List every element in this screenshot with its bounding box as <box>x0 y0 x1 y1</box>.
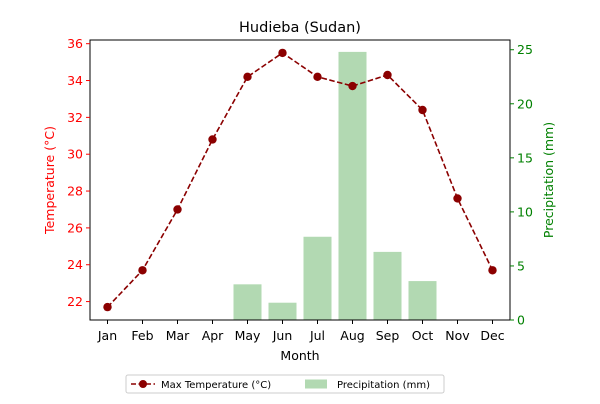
x-tick-label-sep: Sep <box>376 328 400 343</box>
right-tick-label-5: 5 <box>517 258 525 273</box>
temperature-series-line <box>106 51 494 308</box>
temperature-point-aug <box>348 81 357 91</box>
left-axis: 22 24 26 28 30 32 34 36 <box>67 36 91 320</box>
left-tick-label-34: 34 <box>67 73 83 88</box>
x-axis: Jan Feb Mar Apr May Jun Jul Aug Sep Oct Nov Dec <box>97 320 505 343</box>
left-tick-label-36: 36 <box>67 36 83 51</box>
x-tick-label-jul: Jul <box>309 328 325 343</box>
precipitation-bar-may <box>233 284 262 320</box>
legend-precipitation-swatch <box>305 379 327 389</box>
right-axis-label: Precipitation (mm) <box>541 122 556 238</box>
left-axis-label: Temperature (°C) <box>42 126 57 235</box>
left-tick-label-32: 32 <box>67 110 83 125</box>
plot-frame <box>89 39 511 321</box>
left-tick-label-28: 28 <box>67 184 83 199</box>
x-tick-label-jun: Jun <box>272 328 293 343</box>
x-tick-label-mar: Mar <box>166 328 190 343</box>
precipitation-bar-aug <box>338 51 367 320</box>
legend-temperature-label: Max Temperature (°C) <box>161 380 271 391</box>
precipitation-bar-jun <box>268 302 297 320</box>
chart-title: Hudieba (Sudan) <box>239 20 361 36</box>
x-tick-label-feb: Feb <box>131 328 153 343</box>
precipitation-bar-jul <box>303 236 332 320</box>
right-axis: 0 5 10 15 20 25 <box>510 42 533 328</box>
legend-temperature-marker <box>139 380 147 388</box>
left-tick-label-24: 24 <box>67 257 83 272</box>
right-tick-label-10: 10 <box>517 204 533 219</box>
x-tick-label-oct: Oct <box>412 328 434 343</box>
temperature-point-feb <box>138 266 147 275</box>
precipitation-bar-sep <box>373 251 402 320</box>
x-tick-label-aug: Aug <box>340 328 364 343</box>
x-tick-label-jan: Jan <box>97 328 117 343</box>
temperature-point-nov <box>453 194 462 203</box>
x-tick-label-nov: Nov <box>445 328 470 343</box>
precipitation-bars <box>233 51 437 320</box>
temperature-point-oct <box>418 105 427 115</box>
legend: Max Temperature (°C) Precipitation (mm) <box>125 374 445 394</box>
right-tick-label-20: 20 <box>517 96 533 111</box>
x-tick-label-may: May <box>235 328 261 343</box>
legend-box <box>125 374 445 394</box>
temperature-point-jan <box>103 302 112 312</box>
x-tick-label-dec: Dec <box>480 328 504 343</box>
temperature-point-may <box>243 72 252 82</box>
legend-precipitation-label: Precipitation (mm) <box>337 380 430 391</box>
right-tick-label-25: 25 <box>517 42 533 57</box>
temperature-point-jul <box>313 72 322 82</box>
temperature-point-sep <box>383 70 392 80</box>
x-axis-label: Month <box>280 348 319 363</box>
precipitation-bar-oct <box>408 281 437 320</box>
temperature-point-jun <box>278 48 287 58</box>
temperature-line <box>103 48 497 312</box>
left-tick-label-22: 22 <box>67 294 83 309</box>
right-tick-label-15: 15 <box>517 150 533 165</box>
right-tick-label-0: 0 <box>517 313 525 328</box>
left-tick-label-30: 30 <box>67 147 83 162</box>
left-tick-label-26: 26 <box>67 220 83 235</box>
temperature-point-dec <box>488 266 497 275</box>
temperature-point-apr <box>208 135 217 144</box>
x-tick-label-apr: Apr <box>202 328 224 343</box>
temperature-point-mar <box>173 205 182 214</box>
